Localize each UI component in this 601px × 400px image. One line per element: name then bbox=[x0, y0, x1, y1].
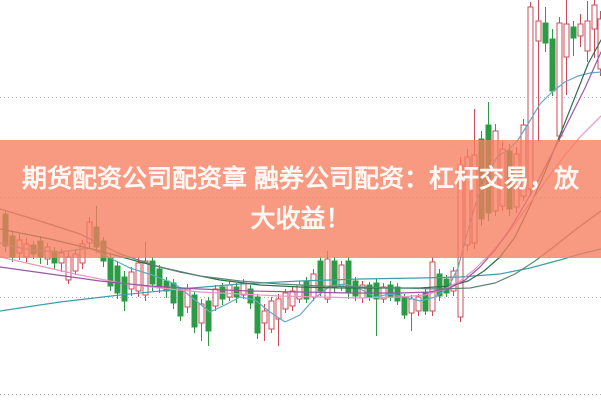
banner-title-line1: 期货配资公司配资章 融券公司配资：杠杆交易，放 bbox=[22, 165, 579, 193]
banner-title-line2: 大收益！ bbox=[250, 205, 351, 233]
promo-banner: 期货配资公司配资章 融券公司配资：杠杆交易，放 大收益！ bbox=[0, 140, 601, 258]
